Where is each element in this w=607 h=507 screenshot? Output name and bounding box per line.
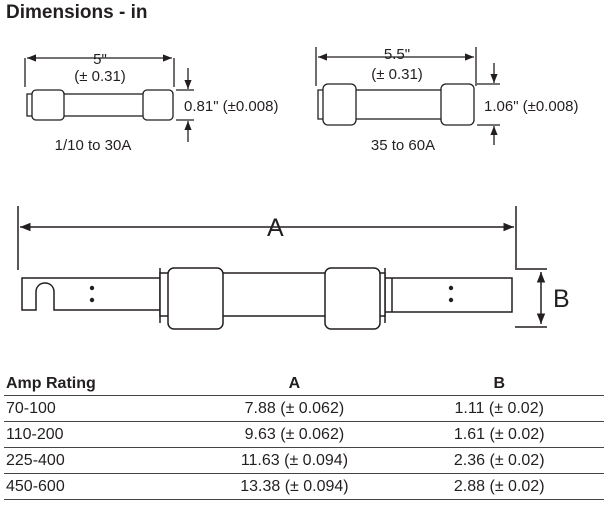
small-fuse-length-label: 5": [93, 51, 107, 68]
table-row: 70-100 7.88 (± 0.062) 1.11 (± 0.02): [4, 395, 604, 422]
dimension-b-label: B: [553, 285, 570, 313]
table-row: 110-200 9.63 (± 0.062) 1.61 (± 0.02): [4, 421, 604, 448]
large-fuse-amp-range: 35 to 60A: [371, 137, 435, 154]
dimension-diagram: 5" (± 0.31) 0.81" (±0.008) 1/10 to 30A 5…: [17, 46, 578, 330]
large-fuse-diameter-label: 1.06" (±0.008): [484, 98, 578, 115]
dimension-b-cell: 1.11 (± 0.02): [394, 395, 604, 422]
large-fuse-drawing: [315, 47, 500, 145]
dimension-a-cell: 13.38 (± 0.094): [194, 473, 395, 500]
column-header-a: A: [194, 373, 395, 396]
table-header-row: Amp Rating A B: [4, 373, 604, 396]
dimension-b-cell: 1.61 (± 0.02): [394, 421, 604, 448]
small-fuse-amp-range: 1/10 to 30A: [55, 137, 132, 154]
dimension-b-cell: 2.36 (± 0.02): [394, 447, 604, 474]
amp-rating-cell: 110-200: [4, 421, 195, 448]
large-fuse-length-label: 5.5": [384, 46, 410, 63]
small-fuse-length-tolerance: (± 0.31): [74, 68, 126, 85]
dimension-a-label: A: [267, 214, 284, 242]
dimensions-table: Amp Rating A B 70-100 7.88 (± 0.062) 1.1…: [4, 373, 604, 500]
column-header-amp-rating: Amp Rating: [4, 373, 195, 396]
dimension-a-cell: 7.88 (± 0.062): [194, 395, 395, 422]
amp-rating-cell: 225-400: [4, 447, 195, 474]
page-heading: Dimensions - in: [6, 2, 148, 23]
table-row: 225-400 11.63 (± 0.094) 2.36 (± 0.02): [4, 447, 604, 474]
small-fuse-diameter-label: 0.81" (±0.008): [184, 98, 278, 115]
dimension-a-cell: 11.63 (± 0.094): [194, 447, 395, 474]
blade-fuse-rivets: [89, 285, 454, 303]
small-fuse-drawing: [24, 54, 194, 142]
dimension-a-cell: 9.63 (± 0.062): [194, 421, 395, 448]
amp-rating-cell: 70-100: [4, 395, 195, 422]
column-header-b: B: [394, 373, 604, 396]
amp-rating-cell: 450-600: [4, 473, 195, 500]
table-row: 450-600 13.38 (± 0.094) 2.88 (± 0.02): [4, 473, 604, 500]
large-fuse-length-tolerance: (± 0.31): [371, 66, 423, 83]
dimension-b-cell: 2.88 (± 0.02): [394, 473, 604, 500]
blade-fuse-drawing: [17, 206, 547, 330]
